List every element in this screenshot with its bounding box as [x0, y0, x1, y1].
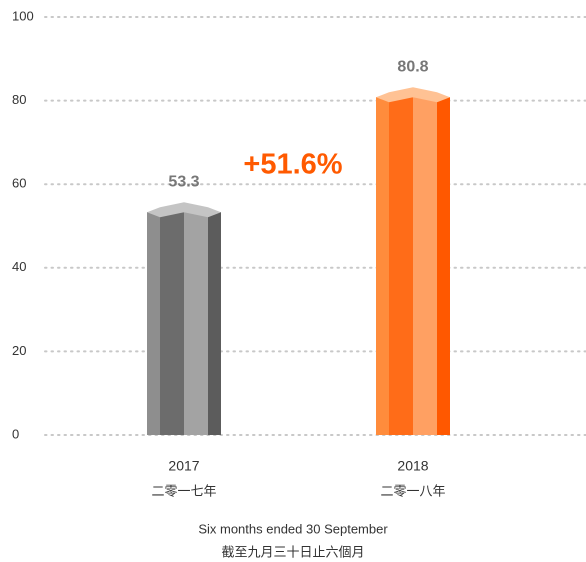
y-tick-label: 0 [12, 426, 19, 441]
x-tick-label: 2018 [397, 458, 428, 474]
y-tick-label: 40 [12, 259, 26, 274]
x-tick-subtitle: 二零一七年 [151, 483, 216, 498]
x-tick-label: 2017 [168, 458, 199, 474]
bar-face [147, 212, 160, 435]
bar-cap [147, 202, 221, 218]
x-axis-label-subtitle: 截至九月三十日止六個月 [221, 544, 364, 559]
bar-face [437, 97, 450, 436]
x-axis-label: Six months ended 30 September [198, 521, 388, 536]
y-tick-label: 80 [12, 92, 26, 107]
value-label: 80.8 [397, 58, 428, 75]
bar-face [413, 97, 437, 436]
bar-face [160, 212, 184, 435]
bar-face [376, 97, 389, 436]
bar-face [389, 97, 413, 436]
bar-face [208, 212, 221, 435]
value-label: 53.3 [168, 173, 199, 190]
bar-face [184, 212, 208, 435]
annotation: +51.6% [243, 149, 342, 181]
y-tick-label: 60 [12, 176, 26, 191]
bar-cap [376, 87, 450, 103]
y-tick-label: 20 [12, 343, 26, 358]
y-tick-label: 100 [12, 8, 34, 23]
x-tick-subtitle: 二零一八年 [380, 483, 445, 498]
